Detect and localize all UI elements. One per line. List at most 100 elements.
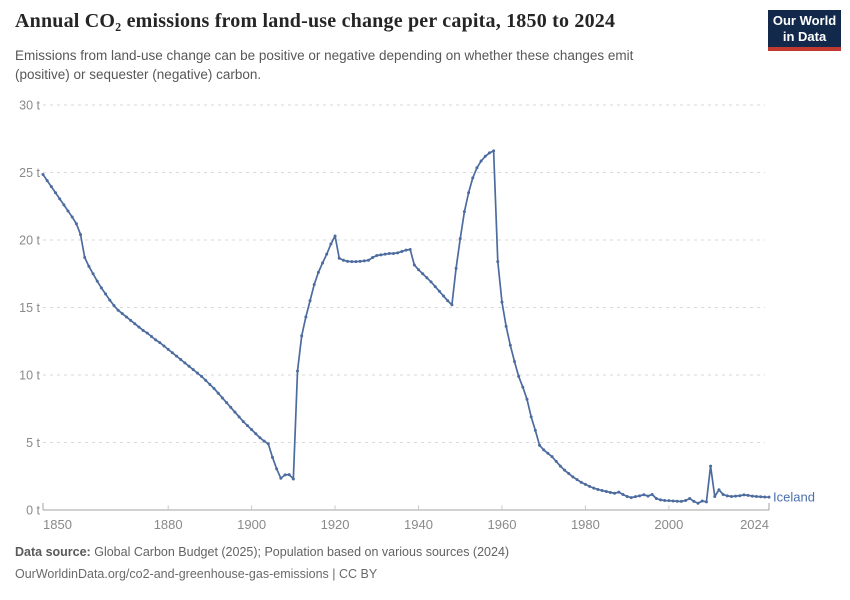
data-point [279, 476, 283, 480]
y-tick-label: 5 t [26, 436, 40, 450]
data-point [400, 249, 404, 253]
data-point [704, 500, 708, 504]
data-point [475, 166, 479, 170]
data-point [650, 492, 654, 496]
data-point [362, 259, 366, 263]
data-point [262, 439, 266, 443]
data-point [500, 300, 504, 304]
data-point [450, 303, 454, 307]
data-point [383, 252, 387, 256]
data-point [149, 335, 153, 339]
x-tick-label: 1920 [321, 517, 350, 532]
data-point [145, 331, 149, 335]
data-point [512, 360, 516, 363]
data-source-text: Global Carbon Budget (2025); Population … [94, 545, 510, 559]
data-point [308, 299, 312, 303]
data-point [225, 401, 229, 405]
data-point [162, 344, 166, 348]
x-tick-label: 1900 [237, 517, 266, 532]
y-tick-label: 20 t [19, 234, 40, 248]
data-point [346, 259, 350, 263]
data-point [533, 428, 537, 432]
data-point [287, 473, 291, 477]
data-point [304, 315, 308, 319]
license-line: OurWorldinData.org/co2-and-greenhouse-ga… [15, 567, 377, 581]
data-point [99, 286, 103, 290]
data-point [759, 495, 763, 499]
data-point [270, 455, 274, 459]
data-point [458, 237, 462, 241]
data-point [734, 494, 738, 498]
data-point [300, 334, 304, 338]
data-point [767, 495, 771, 499]
data-point [408, 247, 412, 251]
data-point [608, 490, 612, 494]
data-point [479, 159, 483, 163]
data-point [412, 263, 416, 267]
data-point [41, 173, 45, 177]
data-point [404, 248, 408, 252]
data-point [379, 253, 383, 257]
data-point [266, 442, 270, 446]
y-tick-label: 10 t [19, 369, 40, 383]
data-point [417, 268, 421, 272]
data-point [325, 252, 329, 256]
data-point [667, 499, 671, 503]
data-point [613, 491, 617, 495]
series-label-iceland[interactable]: Iceland [773, 490, 815, 505]
data-point [617, 490, 621, 494]
data-point [442, 294, 446, 298]
data-point [709, 464, 713, 468]
data-point [212, 387, 216, 390]
data-point [633, 495, 637, 499]
data-point [659, 498, 663, 502]
data-point [124, 315, 128, 319]
data-point [208, 382, 212, 386]
data-point [95, 279, 99, 283]
x-tick-label: 1960 [488, 517, 517, 532]
data-point [333, 234, 337, 238]
owid-logo[interactable]: Our World in Data [768, 10, 841, 51]
data-point [241, 420, 245, 424]
data-point [129, 318, 133, 322]
data-point [54, 191, 58, 195]
data-point [195, 371, 199, 375]
data-point [371, 256, 375, 260]
data-point [525, 397, 529, 401]
data-point [688, 497, 692, 501]
data-point [750, 494, 754, 498]
data-point [216, 391, 220, 395]
data-point [521, 385, 525, 389]
data-point [91, 272, 95, 276]
y-tick-label: 15 t [19, 301, 40, 315]
data-point [74, 222, 78, 226]
data-point [112, 303, 116, 307]
data-point [696, 501, 700, 505]
data-point [675, 499, 679, 503]
chart-subtitle-line2: (positive) or sequester (negative) carbo… [15, 67, 262, 82]
footer-url-link[interactable]: OurWorldinData.org/co2-and-greenhouse-ga… [15, 567, 329, 581]
data-point [517, 374, 521, 378]
data-point [237, 415, 241, 419]
data-point [692, 499, 696, 503]
data-point [563, 468, 567, 472]
y-tick-label: 30 t [19, 99, 40, 113]
data-point [375, 254, 379, 258]
data-point [204, 378, 208, 382]
data-point [104, 292, 108, 296]
data-point [646, 494, 650, 498]
data-point [508, 343, 512, 347]
data-point [504, 324, 508, 328]
data-line-iceland[interactable] [42, 150, 770, 505]
data-point [433, 285, 437, 289]
data-point [296, 369, 300, 373]
data-point [354, 260, 358, 264]
data-point [387, 252, 391, 255]
data-point [233, 410, 237, 414]
data-point [350, 260, 354, 264]
data-point [329, 242, 333, 246]
data-point [542, 448, 546, 452]
data-point [291, 477, 295, 481]
data-point [546, 451, 550, 455]
